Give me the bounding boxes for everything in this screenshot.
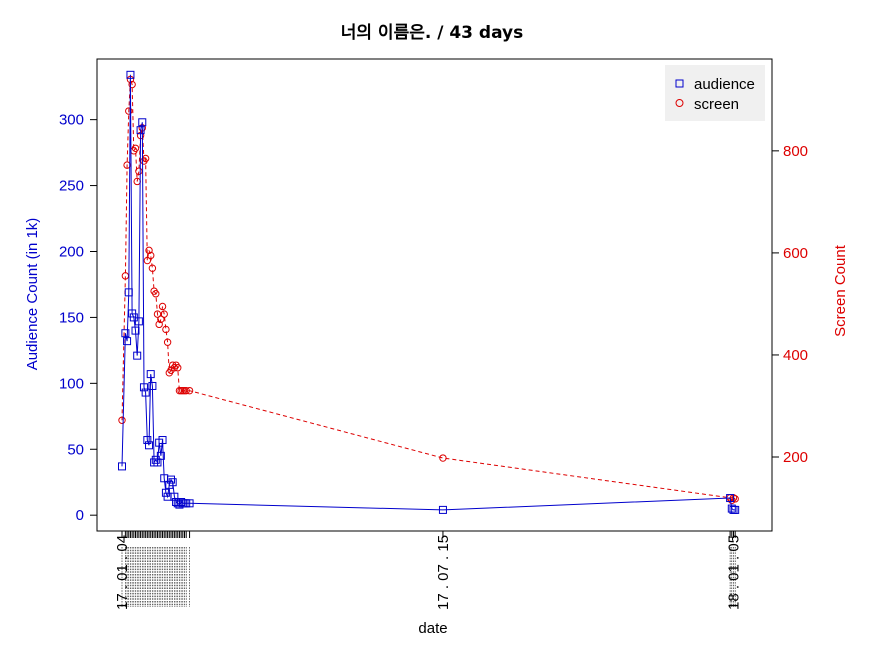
x-tick-label: 18 . 01 . 05 [725, 535, 742, 610]
series-audience-point [726, 494, 735, 503]
series-audience-point [731, 505, 740, 514]
series-screen-point [185, 386, 194, 395]
right-tick-label: 200 [783, 449, 808, 466]
left-tick-label: 100 [59, 375, 84, 392]
series-screen-point [157, 315, 165, 323]
series-screen-point [135, 167, 143, 175]
left-tick-label: 50 [67, 441, 84, 458]
left-tick-label: 300 [59, 112, 84, 129]
series-audience-point [133, 351, 142, 360]
series-screen-point [155, 320, 163, 329]
legend-audience-label: audience [694, 76, 755, 93]
series-audience-point [121, 329, 130, 338]
series-screen-point [131, 144, 140, 152]
x-tick-label: 17 . 07 . 15 [435, 535, 452, 610]
legend: audience screen [665, 65, 765, 121]
left-tick-label: 0 [76, 507, 84, 524]
plot-frame [96, 58, 773, 532]
series-screen-point [163, 338, 172, 346]
series-audience-point [143, 436, 152, 445]
series-screen-point [145, 246, 153, 255]
right-tick-label: 400 [783, 347, 808, 364]
series-screen [118, 75, 739, 505]
left-tick-label: 150 [59, 309, 84, 326]
series-screen-point [125, 107, 133, 115]
series-screen-point [123, 161, 131, 169]
series-audience-point [118, 462, 126, 471]
series-screen-point [143, 256, 152, 265]
series-audience-point [136, 126, 145, 135]
left-tick-label: 250 [59, 178, 84, 195]
series-screen-point [128, 80, 136, 89]
right-y-axis: 200 400 600 800 [771, 143, 808, 466]
series-audience-point [123, 337, 132, 346]
y-axis-right-title: Screen Count [832, 244, 849, 337]
x-tick-label: 17 . 01 . 04 [114, 535, 131, 610]
series-screen-point [147, 251, 155, 260]
series-audience-point [126, 70, 135, 79]
series-audience-point [148, 381, 157, 390]
series-screen-line [121, 79, 736, 502]
series-screen-point [182, 386, 190, 395]
series-audience-point [438, 505, 447, 514]
right-tick-label: 600 [783, 245, 808, 262]
right-tick-label: 800 [783, 143, 808, 160]
series-audience-point [134, 317, 143, 326]
series-audience-point [141, 388, 150, 397]
series-audience-point [158, 436, 167, 445]
series-screen-point [118, 416, 126, 424]
series-audience-point [146, 370, 155, 379]
series-audience-point [131, 326, 140, 335]
series-audience-point [139, 383, 148, 392]
series-audience-point [138, 118, 147, 127]
series-audience-point [185, 499, 194, 508]
x-tick-label-dense [182, 606, 199, 610]
chart-title: 너의 이름은. / 43 days [341, 23, 524, 43]
series-screen-point [439, 454, 447, 462]
x-axis: 17 . 01 . 04 17 . 07 . 15 18 . 01 . 05 [114, 530, 742, 610]
y-axis-left-title: Audience Count (in 1k) [24, 218, 41, 371]
series-screen-point [158, 302, 167, 311]
x-axis-title: date [418, 620, 447, 637]
series-audience-point [145, 441, 154, 450]
series-screen-point [148, 264, 157, 272]
series-audience-point [166, 475, 175, 484]
series-screen-point [174, 364, 182, 372]
series-audience-point [124, 288, 133, 297]
series-screen-point [731, 495, 739, 503]
series-screen-point [160, 310, 168, 318]
legend-screen-label: screen [694, 96, 739, 113]
left-tick-label: 200 [59, 243, 84, 260]
series-audience-point [168, 478, 177, 487]
legend-audience-marker [675, 79, 684, 88]
series-audience-line [121, 74, 736, 511]
series-screen-point [152, 290, 160, 298]
legend-screen-marker [675, 99, 684, 107]
series-audience [118, 70, 740, 514]
left-y-axis: 0 50 100 150 200 250 300 [59, 112, 98, 524]
legend-box [665, 65, 765, 121]
series-audience-point [156, 451, 165, 460]
series-screen-point [162, 325, 170, 334]
